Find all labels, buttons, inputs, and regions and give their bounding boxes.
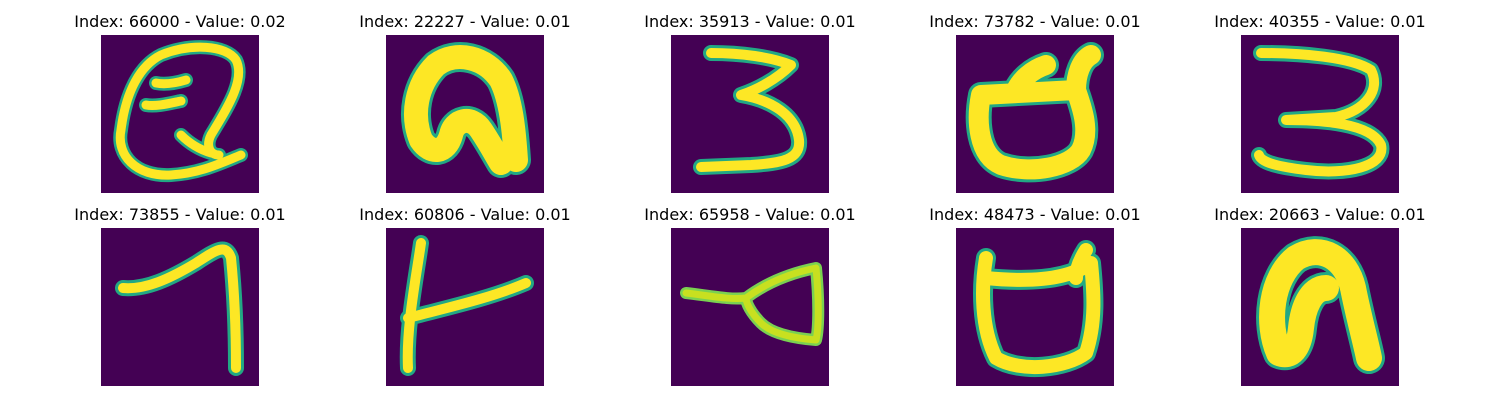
panel-title: Index: 20663 - Value: 0.01 [1214, 205, 1426, 224]
glyph-image [956, 228, 1114, 386]
panel-title: Index: 40355 - Value: 0.01 [1214, 12, 1426, 31]
panel-title: Index: 65958 - Value: 0.01 [644, 205, 856, 224]
panel-8: Index: 65958 - Value: 0.01 [640, 205, 860, 386]
panel-title: Index: 73855 - Value: 0.01 [74, 205, 286, 224]
panel-2: Index: 22227 - Value: 0.01 [355, 12, 575, 193]
glyph-image [1241, 228, 1399, 386]
glyph-image [1241, 35, 1399, 193]
panel-5: Index: 40355 - Value: 0.01 [1210, 12, 1430, 193]
glyph-image [671, 228, 829, 386]
glyph-image [386, 228, 544, 386]
glyph-image [671, 35, 829, 193]
panel-title: Index: 48473 - Value: 0.01 [929, 205, 1141, 224]
panel-title: Index: 60806 - Value: 0.01 [359, 205, 571, 224]
panel-1: Index: 66000 - Value: 0.02 [70, 12, 290, 193]
glyph-image [101, 228, 259, 386]
panel-title: Index: 73782 - Value: 0.01 [929, 12, 1141, 31]
glyph-image [956, 35, 1114, 193]
panel-9: Index: 48473 - Value: 0.01 [925, 205, 1145, 386]
panel-10: Index: 20663 - Value: 0.01 [1210, 205, 1430, 386]
glyph-image [386, 35, 544, 193]
panel-4: Index: 73782 - Value: 0.01 [925, 12, 1145, 193]
panel-3: Index: 35913 - Value: 0.01 [640, 12, 860, 193]
panel-6: Index: 73855 - Value: 0.01 [70, 205, 290, 386]
panel-title: Index: 22227 - Value: 0.01 [359, 12, 571, 31]
panel-7: Index: 60806 - Value: 0.01 [355, 205, 575, 386]
glyph-image [101, 35, 259, 193]
panel-title: Index: 35913 - Value: 0.01 [644, 12, 856, 31]
panel-title: Index: 66000 - Value: 0.02 [74, 12, 286, 31]
